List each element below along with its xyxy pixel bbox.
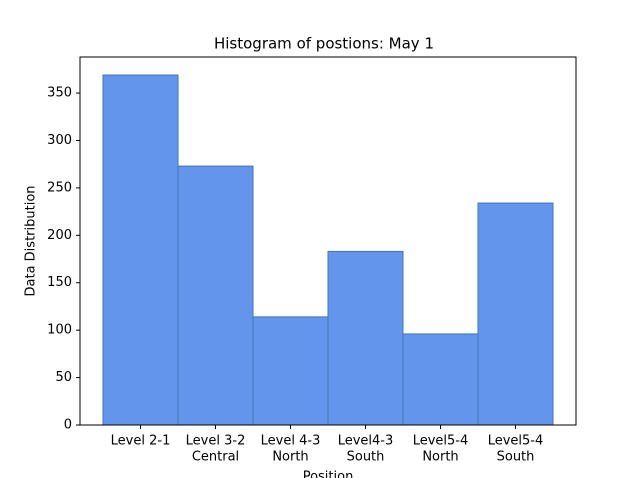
bar	[177, 165, 254, 426]
bar	[252, 316, 329, 426]
x-axis-label: Position	[303, 470, 354, 478]
x-tick-label: Level 4-3	[261, 434, 321, 449]
x-tick-label: Level 3-2	[186, 434, 246, 449]
x-tick-label: Central	[192, 450, 239, 465]
y-tick-label: 50	[55, 370, 72, 385]
y-tick-label: 0	[64, 418, 72, 433]
y-tick-label: 300	[47, 133, 72, 148]
x-tick-label: North	[422, 450, 458, 465]
x-tick-label: South	[347, 450, 385, 465]
plot-frame	[79, 56, 577, 426]
y-axis-label: Data Distribution	[24, 185, 39, 296]
x-tick-label: Level5-4	[413, 434, 469, 449]
x-tick-label: Level5-4	[488, 434, 544, 449]
x-tick-label: North	[272, 450, 308, 465]
bar	[477, 202, 554, 426]
x-tick-label: Level4-3	[338, 434, 394, 449]
y-tick-label: 350	[47, 86, 72, 101]
y-tick-label: 250	[47, 180, 72, 195]
bar	[102, 74, 179, 426]
bar	[327, 250, 404, 426]
y-tick-label: 150	[47, 275, 72, 290]
y-tick-label: 100	[47, 323, 72, 338]
x-tick-label: South	[497, 450, 535, 465]
y-tick-label: 200	[47, 228, 72, 243]
chart-title: Histogram of postions: May 1	[214, 35, 434, 53]
bar	[402, 333, 479, 426]
x-tick-label: Level 2-1	[111, 434, 171, 449]
